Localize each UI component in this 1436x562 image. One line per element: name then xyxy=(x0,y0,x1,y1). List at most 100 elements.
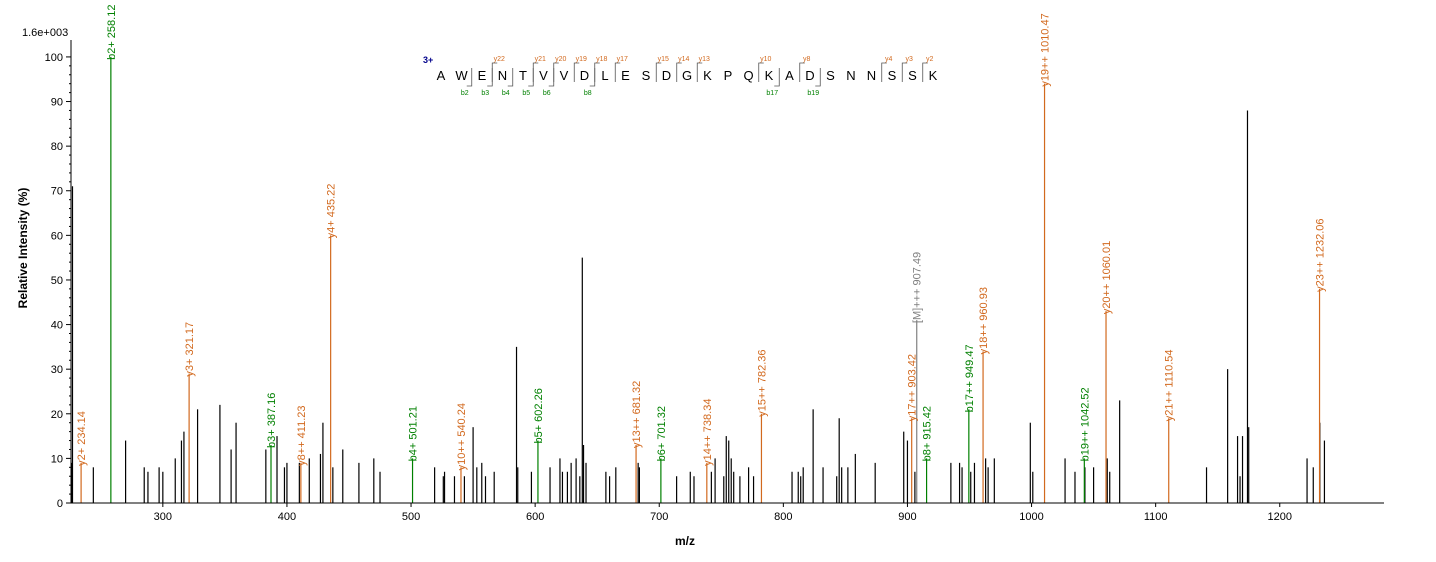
y-ion-label: y18++ 960.93 xyxy=(978,287,990,354)
y-ion-marker-label: y17 xyxy=(617,56,628,63)
b-ion-marker-label: b17 xyxy=(766,90,778,97)
sequence-residue: P xyxy=(724,68,733,83)
b-ion-cleavage-marker xyxy=(548,68,555,87)
y-tick-label: 10 xyxy=(51,453,63,465)
b-ion-marker-label: b5 xyxy=(522,90,530,97)
sequence-residue: S xyxy=(642,68,651,83)
y-ion-label: y3+ 321.17 xyxy=(184,322,196,377)
y-ion-label: y10++ 540.24 xyxy=(456,403,468,470)
sequence-residue: E xyxy=(621,68,630,83)
sequence-residue: E xyxy=(478,68,487,83)
y-tick-label: 70 xyxy=(51,186,63,198)
sequence-residue: N xyxy=(846,68,855,83)
sequence-residue: T xyxy=(519,68,527,83)
y-ion-marker-label: y13 xyxy=(699,56,710,63)
peak-annotations-layer: y2+ 234.14 b2+ 258.12 y3+ 321.17 b3+ 387.16… xyxy=(76,5,1326,471)
y-ion-label: y17++ 903.42 xyxy=(907,354,919,421)
y-tick-label: 60 xyxy=(51,230,63,242)
sequence-residue: V xyxy=(560,68,569,83)
sequence-residue: D xyxy=(662,68,671,83)
y-ion-cleavage-marker xyxy=(676,62,682,82)
charge-state: 3+ xyxy=(423,55,433,65)
sequence-residue: L xyxy=(601,68,608,83)
x-tick-label: 800 xyxy=(774,511,792,523)
y-ion-cleavage-marker xyxy=(922,62,928,82)
x-axis-title: m/z xyxy=(675,534,695,548)
y-ion-cleavage-marker xyxy=(655,62,662,82)
y-ion-cleavage-marker xyxy=(881,62,887,82)
y-ion-marker-label: y18 xyxy=(596,56,607,63)
x-tick-label: 700 xyxy=(650,511,668,523)
y-ion-cleavage-marker xyxy=(573,62,580,82)
x-tick-label: 400 xyxy=(278,511,296,523)
sequence-residue: N xyxy=(498,68,507,83)
b-ion-label: b6+ 701.32 xyxy=(656,406,668,461)
x-tick-label: 1200 xyxy=(1268,511,1292,523)
x-tick-label: 1100 xyxy=(1144,511,1168,523)
y-ion-label: y21++ 1110.54 xyxy=(1164,349,1176,421)
sequence-residue: N xyxy=(867,68,876,83)
b-ion-cleavage-marker xyxy=(589,68,596,87)
y-tick-label: 40 xyxy=(51,320,63,332)
b-ion-label: b5+ 602.26 xyxy=(533,388,545,443)
y-ion-cleavage-marker xyxy=(799,62,805,82)
axes: 300 400 500 600 700 800 900 1000 1100 1200 0 10 20 30… xyxy=(45,40,1384,523)
y-ion-label: y20++ 1060.01 xyxy=(1101,241,1113,314)
y-ion-label: y13++ 681.32 xyxy=(631,381,643,448)
y-tick-label: 50 xyxy=(51,275,63,287)
y-ion-marker-label: y3 xyxy=(906,56,914,63)
b-ion-label: b8+ 915.42 xyxy=(922,406,934,461)
x-tick-label: 300 xyxy=(154,511,172,523)
b-ion-cleavage-marker xyxy=(466,68,473,87)
y-tick-label: 30 xyxy=(51,364,63,376)
sequence-residue: Q xyxy=(743,68,753,83)
b-ion-cleavage-marker xyxy=(774,68,780,87)
b-ion-marker-label: b19 xyxy=(807,90,819,97)
b-ion-label: b17++ 949.47 xyxy=(964,344,976,412)
y-ion-cleavage-marker xyxy=(758,62,764,82)
sequence-residue: G xyxy=(682,68,692,83)
y-tick-label: 0 xyxy=(57,498,63,510)
b-ion-label: b4+ 501.21 xyxy=(408,406,420,461)
peaks-layer xyxy=(71,56,1326,503)
x-tick-label: 900 xyxy=(898,511,916,523)
precursor-ion-label: [M]+++ 907.49 xyxy=(912,252,924,323)
b-ion-label: b3+ 387.16 xyxy=(266,393,278,448)
y-ion-label: y2+ 234.14 xyxy=(76,411,88,466)
y-tick-label: 20 xyxy=(51,409,63,421)
y-ion-marker-label: y15 xyxy=(658,56,669,63)
sequence-residue: S xyxy=(826,68,835,83)
b-ion-cleavage-marker xyxy=(528,68,534,87)
y-ion-label: y23++ 1232.06 xyxy=(1315,218,1327,291)
sequence-residue: S xyxy=(888,68,897,83)
y-ion-label: y14++ 738.34 xyxy=(702,399,714,466)
sequence-residue: A xyxy=(437,68,446,83)
b-ion-label: b19++ 1042.52 xyxy=(1079,387,1091,461)
b-ion-cleavage-marker xyxy=(507,68,514,87)
y-ion-cleavage-marker xyxy=(901,62,908,82)
y-ion-cleavage-marker xyxy=(491,62,498,82)
y-ion-cleavage-marker xyxy=(553,62,559,82)
sequence-residue: K xyxy=(765,68,774,83)
y-ion-marker-label: y10 xyxy=(760,56,771,63)
x-tick-label: 500 xyxy=(402,511,420,523)
y-ion-cleavage-marker xyxy=(614,62,621,82)
sequence-residue: W xyxy=(455,68,468,83)
sequence-residue: K xyxy=(929,68,938,83)
y-ion-marker-label: y19 xyxy=(576,56,587,63)
sequence-residue: S xyxy=(908,68,917,83)
b-ion-marker-label: b8 xyxy=(584,90,592,97)
x-tick-label: 600 xyxy=(526,511,544,523)
y-ion-label: y19++ 1010.47 xyxy=(1040,13,1052,86)
y-ion-label: y8++ 411.23 xyxy=(296,405,308,465)
y-ion-marker-label: y2 xyxy=(926,56,934,63)
y-ion-cleavage-marker xyxy=(532,62,539,82)
sequence-residue: K xyxy=(703,68,712,83)
x-tick-label: 1000 xyxy=(1019,511,1043,523)
b-ion-label: b2+ 258.12 xyxy=(106,5,118,60)
y-ion-cleavage-marker xyxy=(594,62,600,82)
b-ion-marker-label: b6 xyxy=(543,90,551,97)
y-ion-marker-label: y22 xyxy=(494,56,505,63)
